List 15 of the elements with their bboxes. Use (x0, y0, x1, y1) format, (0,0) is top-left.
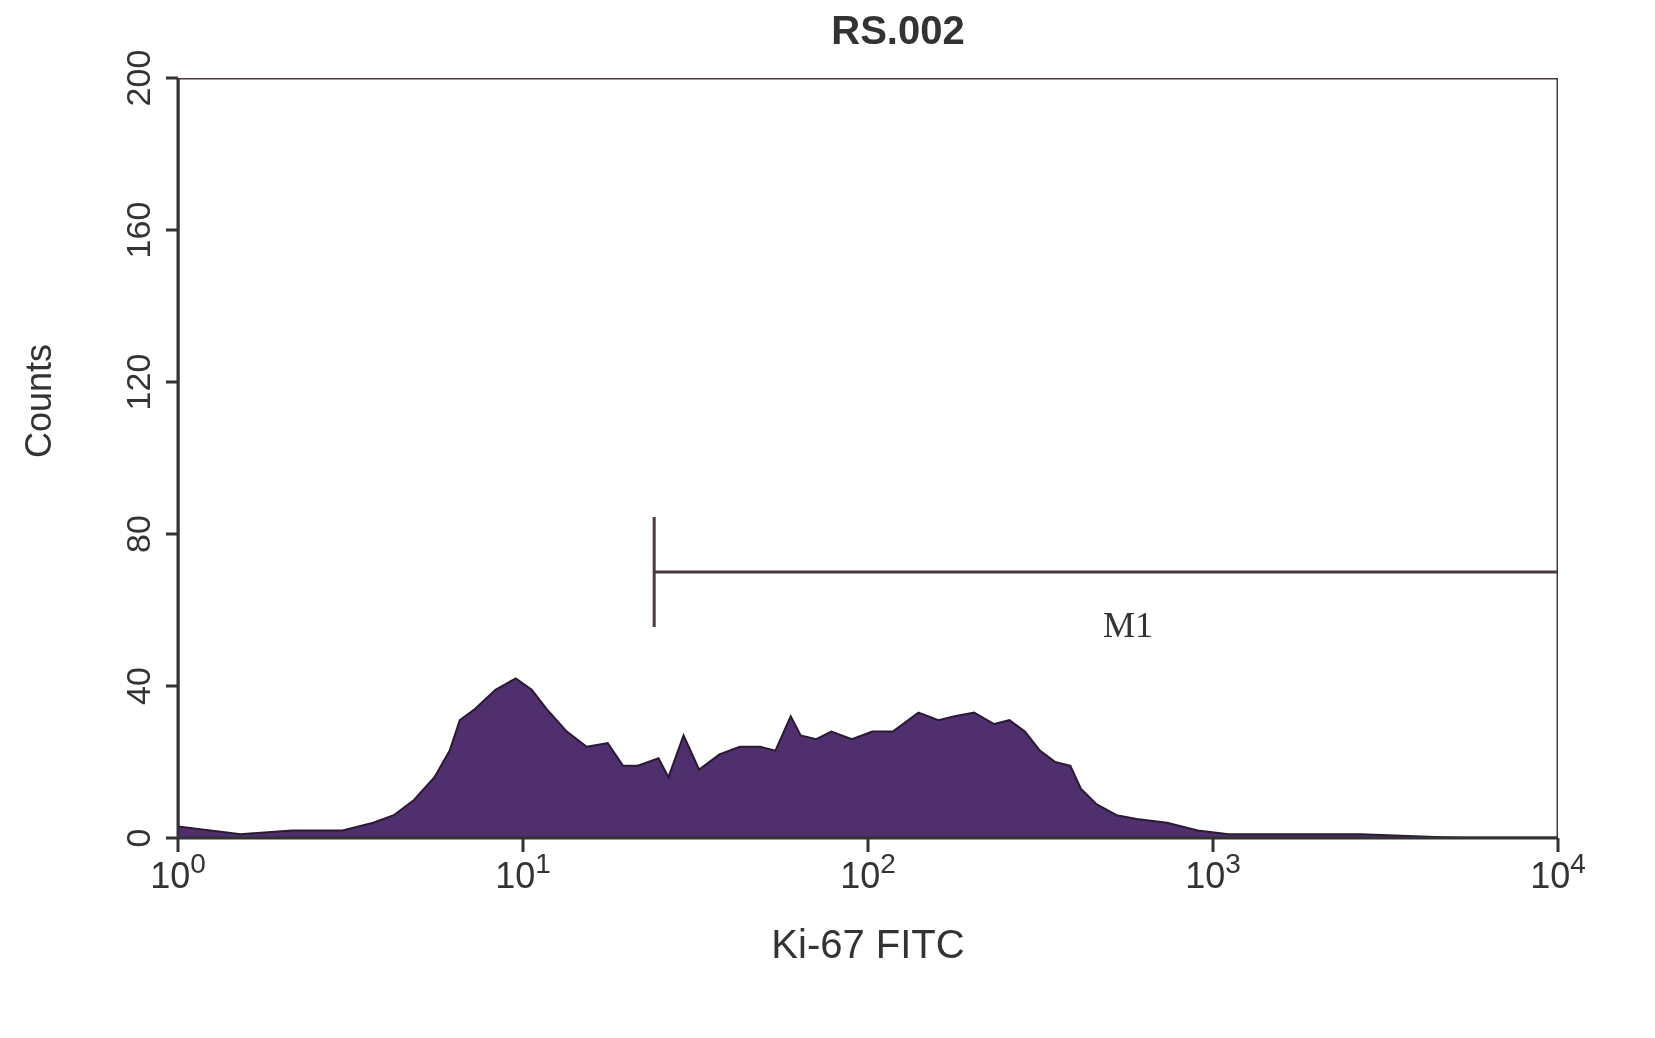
y-tick-label: 80 (119, 515, 157, 553)
x-tick-label: 10$^{3}$ (1185, 847, 1241, 896)
x-tick-label: 10$^{0}$ (150, 847, 206, 896)
y-tick-label: 40 (119, 667, 157, 705)
x-tick-label: 10$^{4}$ (1530, 847, 1586, 896)
y-axis-title: Counts (17, 343, 59, 458)
series-label: M1 (1102, 605, 1154, 645)
x-tick-label: 10$^{2}$ (840, 847, 896, 896)
y-tick-label: 0 (119, 828, 157, 848)
x-axis-title: Ki-67 FITC (771, 922, 965, 966)
chart-title: RS.002 (830, 8, 966, 52)
y-tick-label: 200 (119, 49, 157, 107)
x-tick-label: 10$^{1}$ (495, 847, 551, 896)
y-tick-label: 120 (119, 353, 157, 411)
y-tick-label: 160 (119, 201, 157, 259)
